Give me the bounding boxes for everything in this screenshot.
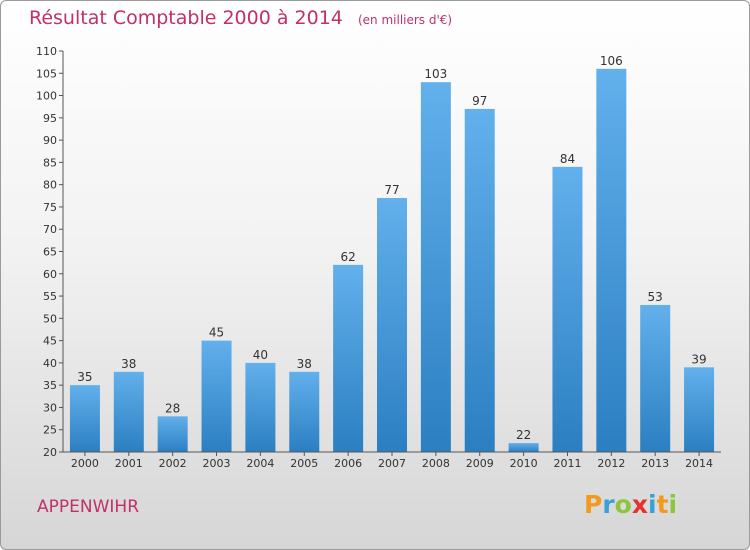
y-tick-label: 110 [36, 45, 57, 58]
bar [201, 340, 232, 452]
x-tick-label: 2006 [334, 457, 362, 470]
data-label: 84 [560, 152, 575, 166]
bar [333, 264, 364, 452]
bar [69, 385, 100, 452]
x-tick-label: 2014 [685, 457, 713, 470]
x-tick-label: 2000 [71, 457, 99, 470]
y-tick-label: 95 [43, 112, 57, 125]
chart-title: Résultat Comptable 2000 à 2014 [29, 7, 343, 29]
x-tick-label: 2004 [246, 457, 274, 470]
bar [420, 82, 451, 452]
logo-letter: i [648, 490, 657, 519]
data-label: 53 [648, 290, 663, 304]
y-tick-label: 65 [43, 246, 57, 259]
data-label: 106 [600, 54, 623, 68]
logo-letter: t [656, 490, 669, 519]
logo-letter: x [631, 490, 648, 519]
x-tick-label: 2009 [466, 457, 494, 470]
x-tick-label: 2011 [553, 457, 581, 470]
y-axis: 20 25 30 35 40 45 50 55 60 65 70 75 80 85 90 95 100 105 11… [36, 45, 64, 459]
bar [157, 416, 188, 452]
y-tick-label: 35 [43, 379, 57, 392]
logo-letter: P [584, 490, 603, 519]
data-label: 97 [472, 94, 487, 108]
commune-name: APPENWIHR [37, 497, 140, 517]
data-label: 22 [516, 428, 531, 442]
y-tick-label: 40 [43, 357, 57, 370]
data-label: 45 [209, 326, 224, 340]
x-tick-label: 2010 [510, 457, 538, 470]
y-tick-label: 55 [43, 290, 57, 303]
logo-letter: o [614, 490, 632, 519]
x-tick-label: 2003 [203, 457, 231, 470]
y-tick-label: 60 [43, 268, 57, 281]
data-label: 77 [384, 183, 399, 197]
bar [508, 443, 539, 452]
data-label: 28 [165, 401, 180, 415]
y-tick-label: 100 [36, 90, 57, 103]
x-tick-label: 2012 [597, 457, 625, 470]
y-tick-label: 50 [43, 312, 57, 325]
y-tick-label: 20 [43, 446, 57, 459]
y-tick-label: 45 [43, 335, 57, 348]
x-tick-label: 2008 [422, 457, 450, 470]
bar [684, 367, 715, 452]
y-tick-label: 25 [43, 424, 57, 437]
y-tick-label: 80 [43, 179, 57, 192]
proxiti-logo: Proxiti [584, 490, 677, 519]
bar [289, 371, 320, 452]
x-tick-label: 2005 [290, 457, 318, 470]
y-tick-label: 90 [43, 134, 57, 147]
data-label: 103 [424, 67, 447, 81]
bar [596, 68, 627, 453]
data-label: 40 [253, 348, 268, 362]
bar [245, 362, 276, 452]
logo-letter: r [602, 490, 615, 519]
logo-letter: i [668, 490, 678, 519]
chart-header: Résultat Comptable 2000 à 2014 (en milli… [29, 7, 452, 29]
bar [552, 166, 583, 452]
y-tick-label: 85 [43, 156, 57, 169]
bar [113, 371, 144, 452]
bars-group: 35 38 28 45 40 38 62 77 103 97 22 84 106 53 39 [69, 54, 715, 453]
data-label: 38 [121, 357, 136, 371]
x-tick-label: 2001 [115, 457, 143, 470]
data-label: 38 [297, 357, 312, 371]
data-label: 62 [340, 250, 355, 264]
y-tick-label: 75 [43, 201, 57, 214]
bar [640, 304, 671, 452]
bar [377, 198, 407, 452]
x-axis: 2000 2001 2002 2003 2004 2005 2006 2007 2008 2009… [63, 451, 721, 470]
bar [464, 108, 495, 452]
bar-chart: 20 25 30 35 40 45 50 55 60 65 70 75 80 85 90 95 100 105 11… [36, 45, 721, 470]
chart-unit: (en milliers d'€) [357, 13, 453, 27]
x-tick-label: 2007 [378, 457, 406, 470]
data-label: 35 [77, 370, 92, 384]
y-tick-label: 30 [43, 401, 57, 414]
x-tick-label: 2002 [159, 457, 187, 470]
y-tick-label: 105 [36, 67, 57, 80]
data-label: 39 [691, 352, 706, 366]
x-tick-label: 2013 [641, 457, 669, 470]
y-tick-label: 70 [43, 223, 57, 236]
